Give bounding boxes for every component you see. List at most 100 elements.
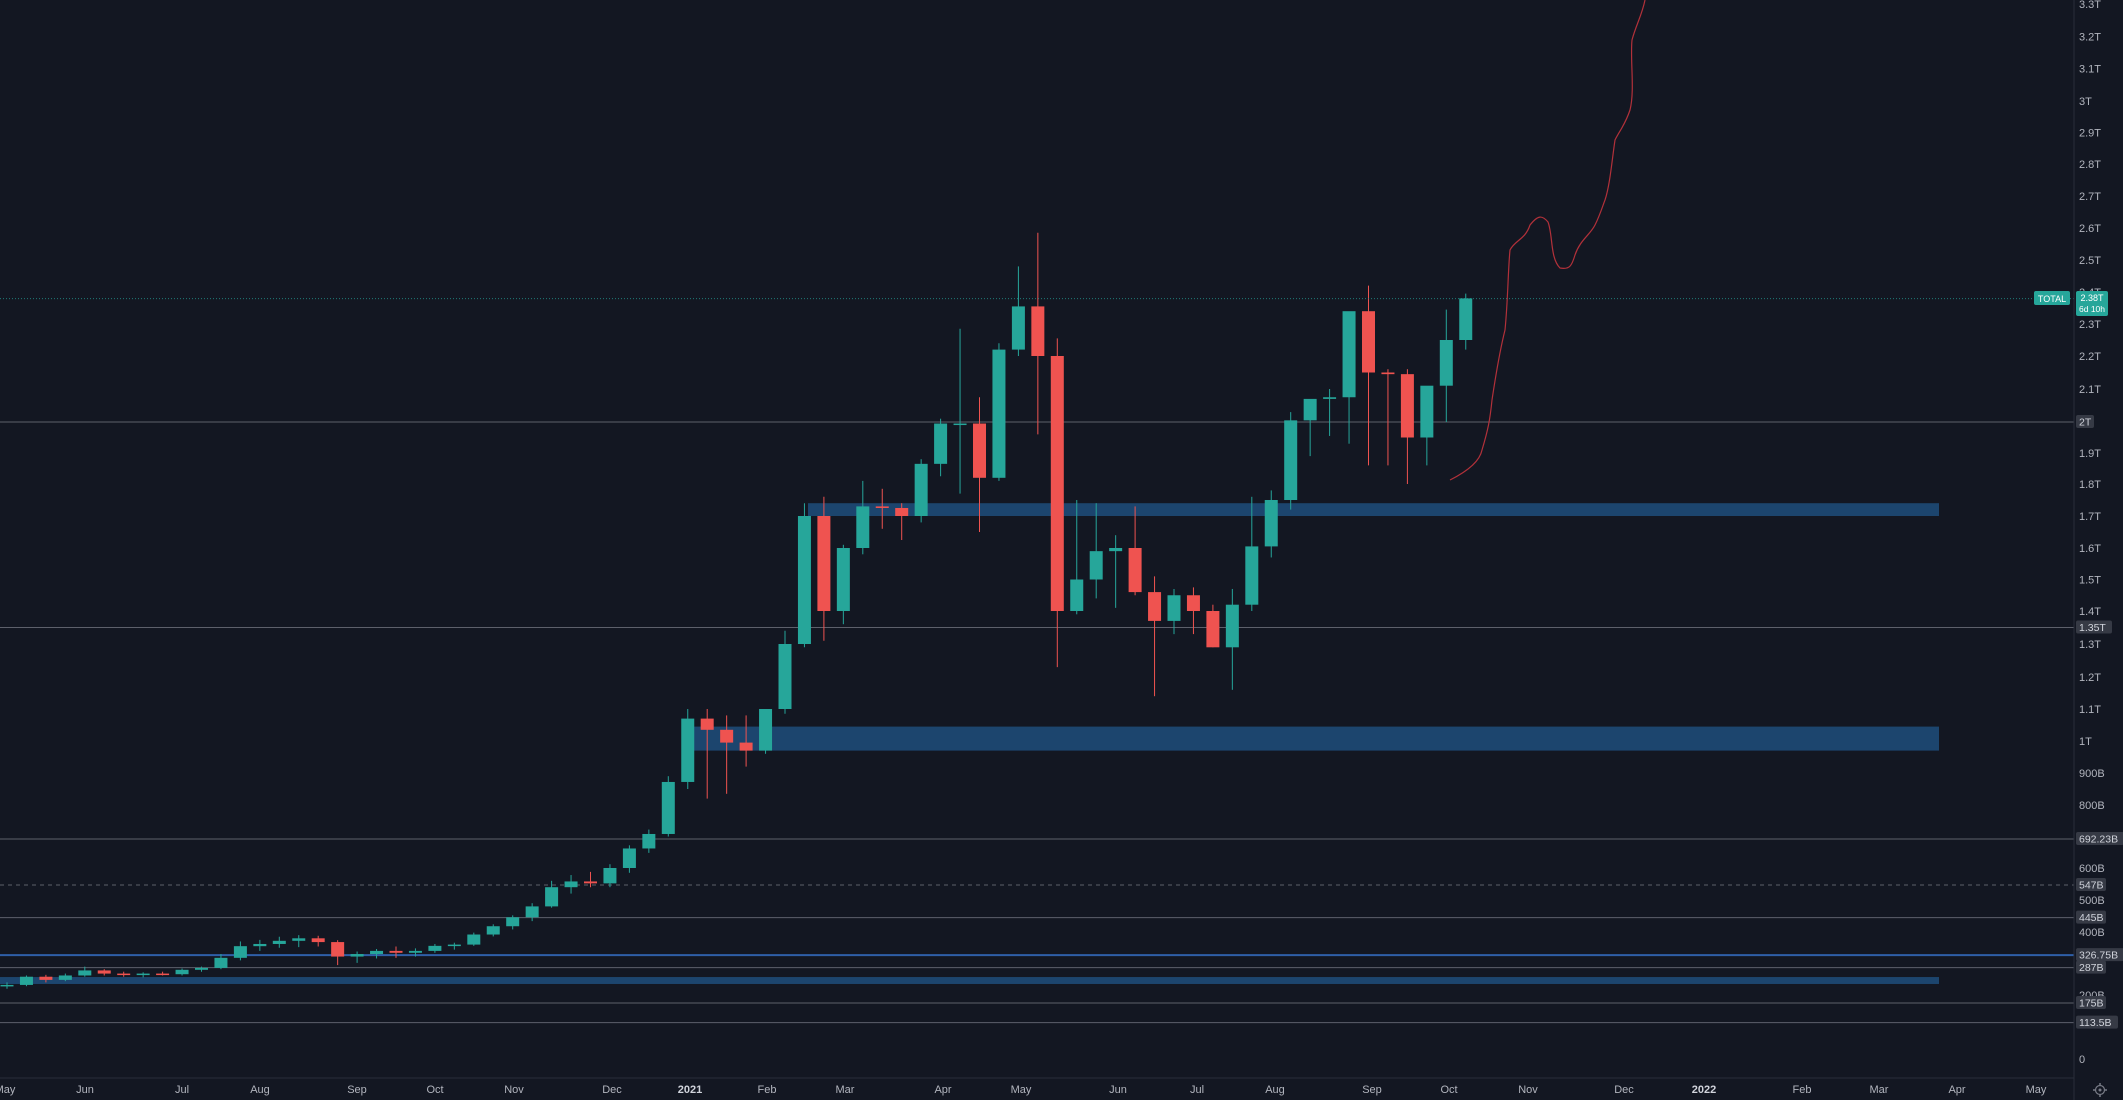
settings-gear-icon[interactable] [2093,1083,2107,1097]
price-tick: 1.9T [2079,448,2101,460]
candle-body [1089,551,1103,580]
candle-body [973,423,986,478]
candle-body [895,508,909,516]
time-tick: May [2026,1084,2047,1096]
price-tick: 3.1T [2079,64,2101,76]
price-tick: 2.9T [2079,128,2101,140]
candle-body [39,976,53,980]
candle-body [1148,592,1162,621]
price-tick: 3.3T [2079,0,2101,11]
level-label-bg [2076,960,2106,974]
time-axis[interactable]: May Jun Jul Aug Sep Oct Nov Dec 2021 Feb Mar Apr May… [0,1084,2047,1096]
price-tick: 1.4T [2079,606,2101,618]
candle-body [525,906,539,918]
time-tick: Jul [175,1084,189,1096]
price-tick: 1.7T [2079,511,2101,523]
candle-body [1420,385,1434,438]
candle-body [97,970,111,974]
candle-body [681,718,695,782]
price-tick: 3.2T [2079,31,2101,43]
time-tick: Aug [1265,1084,1285,1096]
price-tick: 1.8T [2079,479,2101,491]
countdown-text: 6d 10h [2079,304,2105,314]
level-label: 113.5B [2079,1017,2112,1029]
candle-body [1225,604,1239,648]
time-tick: Jun [1109,1084,1127,1096]
price-tick: 1.2T [2079,672,2101,684]
level-label: 445B [2079,912,2104,924]
symbol-text: TOTAL [2038,294,2066,304]
level-label: 1.35T [2079,622,2106,634]
candle-body [311,938,325,943]
level-label-bg [2076,415,2094,428]
candle-body [1167,595,1181,621]
candle-body [856,506,870,548]
time-tick: Aug [250,1084,270,1096]
price-tick: 2.8T [2079,159,2101,171]
candle-body [78,970,92,976]
time-tick: Feb [1793,1084,1812,1096]
price-label-value: 2.38T 6d 10h [2076,291,2108,316]
price-tick: 1T [2079,736,2092,748]
candle-body [875,506,889,508]
candle-body [58,975,72,980]
time-tick: May [1011,1084,1032,1096]
price-value-text: 2.38T [2080,293,2104,303]
time-tick: May [0,1084,16,1096]
candle-body [739,742,753,751]
candle-body [1342,311,1356,398]
price-tick: 2.3T [2079,319,2101,331]
candle-body [700,718,714,730]
time-tick: Jun [76,1084,94,1096]
level-label: 175B [2079,998,2104,1010]
price-tick: 1.3T [2079,639,2101,651]
candle-body [272,940,286,944]
candle-body [408,950,422,953]
candle-body [1264,500,1278,547]
time-tick: Sep [1362,1084,1382,1096]
candle-body [19,976,33,985]
candle-body [1303,398,1317,421]
candle-body [1439,340,1453,386]
candle-body [934,423,948,464]
candle-body [506,917,520,927]
price-tick: 0 [2079,1054,2085,1066]
time-tick: Nov [1518,1084,1538,1096]
price-tick: 1.5T [2079,575,2101,587]
candle-body [292,938,306,941]
candle-body [622,848,636,868]
level-label-bg [2076,620,2112,634]
candle-body [992,349,1006,478]
level-label-bg [2076,877,2106,891]
candle-body [953,423,967,426]
candle-body [0,984,14,987]
price-tick: 400B [2079,927,2105,939]
candle-body [914,463,928,516]
price-tick: 600B [2079,863,2105,875]
support-zone [694,726,1939,751]
candle-body [1362,311,1375,373]
candle-body [1109,548,1123,552]
price-tick: 500B [2079,895,2105,907]
level-label-bg [2076,831,2123,845]
time-tick: Sep [347,1084,367,1096]
candle-body [642,833,656,849]
candle-body [584,881,597,884]
time-tick: Apr [934,1084,951,1096]
candle-body [836,548,850,611]
candle-body [564,881,578,888]
price-label-symbol: TOTAL [2034,291,2070,305]
time-tick: Apr [1948,1084,1965,1096]
candle-body [175,969,189,975]
price-tick: 1.6T [2079,543,2101,555]
levels-layer [0,421,2074,1024]
candle-body [331,942,345,957]
candle-body [661,781,675,834]
level-label-bg [2076,1015,2118,1029]
level-label: 326.75B [2079,950,2118,962]
candle-body [1284,420,1298,500]
candle-body [428,945,442,951]
time-tick: 2022 [1692,1084,1716,1096]
